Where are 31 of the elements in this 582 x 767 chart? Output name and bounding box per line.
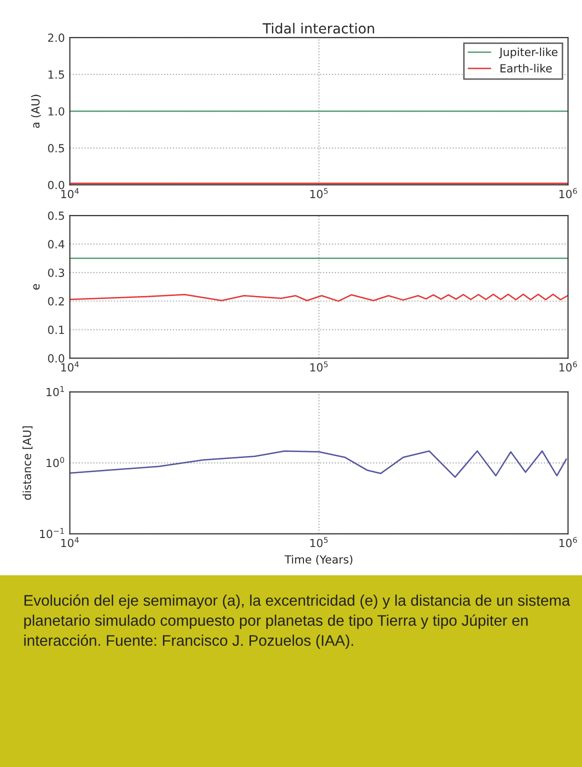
y-tick-label: 0.5 [48, 144, 64, 152]
y-tick-label: 10$^{1}$ [46, 386, 64, 396]
y-tick-label: 0.1 [48, 326, 64, 334]
x-tick-label: 10$^{6}$ [559, 361, 577, 372]
x-axis-title: Time (Years) [284, 555, 352, 565]
y-axis-title: distance [AU] [22, 426, 32, 500]
x-tick-label: 10$^{4}$ [61, 361, 79, 372]
y-tick-label: 0.2 [48, 297, 64, 306]
x-tick-label: 10$^{4}$ [61, 188, 79, 198]
y-tick-label: 1.0 [48, 107, 64, 116]
y-axis-title: e [33, 284, 40, 290]
x-tick-label: 10$^{6}$ [559, 537, 577, 548]
y-tick-label: 0.0 [48, 180, 64, 190]
legend-label: Earth-like [500, 64, 552, 72]
y-tick-label: 10$^{−1}$ [40, 528, 64, 538]
y-tick-label: 1.5 [48, 70, 64, 79]
x-tick-label: 10$^{5}$ [310, 188, 328, 198]
y-tick-label: 0.5 [48, 212, 64, 220]
text: Evolución del eje semimayor (a), la excentricidad (e) y la distancia de un sistema planetario simulado compuesto por planetas de tipo Tierra y tipo Júpiter en interacción. Fuente: Francisco J. Pozuelos (IAA). [24, 594, 570, 649]
x-tick-label: 10$^{5}$ [310, 361, 328, 372]
y-tick-label: 0.3 [48, 268, 64, 277]
x-tick-label: 10$^{6}$ [559, 188, 577, 198]
chart-title: Tidal interaction [262, 22, 374, 34]
x-tick-label: 10$^{4}$ [61, 537, 79, 548]
x-tick-label: 10$^{5}$ [310, 537, 328, 548]
y-axis-title: a (AU) [31, 94, 41, 128]
y-tick-label: 10$^{0}$ [46, 456, 64, 468]
legend-label: Jupiter-like [498, 48, 558, 58]
y-tick-label: 2.0 [48, 34, 64, 42]
y-tick-label: 0.4 [48, 240, 64, 248]
y-tick-label: 0.0 [48, 354, 64, 363]
